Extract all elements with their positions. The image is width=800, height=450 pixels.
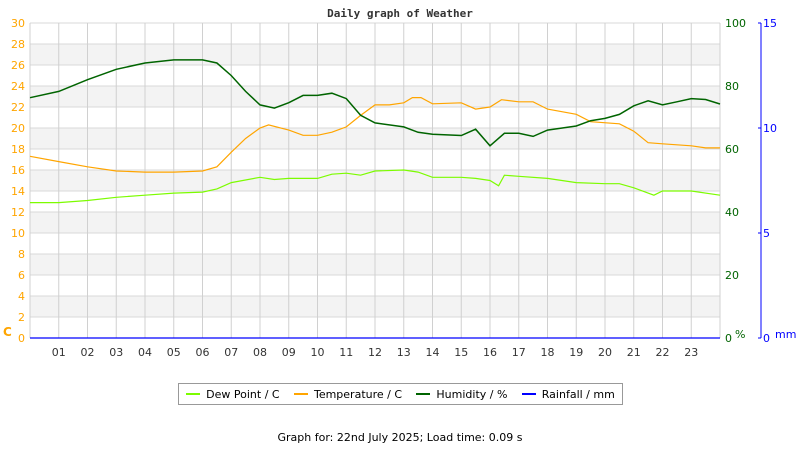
humidity-axis-unit: % [735,328,745,341]
left-axis-unit: C [3,325,12,339]
legend: Dew Point / C Temperature / C Humidity / %… [178,383,623,405]
y-tick-label: 10 [11,227,25,240]
legend-swatch [186,393,201,395]
legend-swatch [521,393,536,395]
x-tick-label: 19 [569,346,583,359]
x-tick-label: 14 [426,346,440,359]
x-tick-label: 09 [282,346,296,359]
humidity-tick-label: 80 [725,80,739,93]
x-tick-label: 11 [339,346,353,359]
series-line-1 [29,97,720,173]
rain-axis-unit: mm [775,328,796,341]
rain-tick-label: 5 [763,227,770,240]
y-tick-label: 8 [18,248,25,261]
x-tick-label: 12 [368,346,382,359]
x-tick-label: 23 [684,346,698,359]
x-tick-label: 18 [541,346,555,359]
rain-tick-label: 0 [763,332,770,345]
legend-label: Humidity / % [436,387,508,401]
x-tick-label: 15 [454,346,468,359]
y-tick-label: 4 [18,290,25,303]
y-tick-label: 30 [11,17,25,30]
humidity-tick-label: 0 [725,332,732,345]
x-tick-label: 02 [81,346,95,359]
x-tick-label: 01 [52,346,66,359]
humidity-tick-label: 20 [725,269,739,282]
x-tick-label: 13 [397,346,411,359]
legend-label: Dew Point / C [206,387,280,401]
x-tick-label: 20 [598,346,612,359]
weather-chart: Daily graph of Weather 02468101214161820… [3,7,796,359]
legend-swatch [416,393,431,395]
footer-text: Graph for: 22nd July 2025; Load time: 0.… [277,431,523,444]
series-line-0 [30,169,721,204]
humidity-tick-label: 40 [725,206,739,219]
y-tick-label: 14 [11,185,25,198]
x-tick-label: 07 [224,346,238,359]
y-tick-label: 2 [18,311,25,324]
y-tick-label: 22 [11,101,25,114]
x-tick-label: 16 [483,346,497,359]
y-tick-label: 0 [18,332,25,345]
y-tick-label: 6 [18,269,25,282]
legend-label: Rainfall / mm [541,387,615,401]
chart-title: Daily graph of Weather [327,7,473,20]
legend-item: Humidity / % [416,388,507,401]
series-line-2 [29,59,721,147]
y-tick-label: 26 [11,59,25,72]
x-tick-label: 06 [196,346,210,359]
y-tick-label: 24 [11,80,25,93]
legend-item: Temperature / C [293,387,403,401]
rain-tick-label: 10 [763,122,777,135]
y-tick-label: 18 [11,143,25,156]
legend-swatch [293,393,308,395]
legend-item: Rainfall / mm [521,387,615,401]
y-tick-label: 16 [11,164,25,177]
x-tick-label: 22 [656,346,670,359]
rain-tick-label: 15 [763,17,777,30]
y-tick-label: 20 [11,122,25,135]
legend-item: Dew Point / C [186,387,280,401]
humidity-tick-label: 60 [725,143,739,156]
legend-label: Temperature / C [313,387,403,401]
x-tick-label: 04 [138,346,152,359]
y-tick-label: 12 [11,206,25,219]
x-tick-label: 08 [253,346,267,359]
x-tick-label: 21 [627,346,641,359]
x-tick-label: 10 [311,346,325,359]
x-tick-label: 03 [109,346,123,359]
y-tick-label: 28 [11,38,25,51]
x-tick-label: 05 [167,346,181,359]
x-tick-label: 17 [512,346,526,359]
humidity-tick-label: 100 [725,17,746,30]
